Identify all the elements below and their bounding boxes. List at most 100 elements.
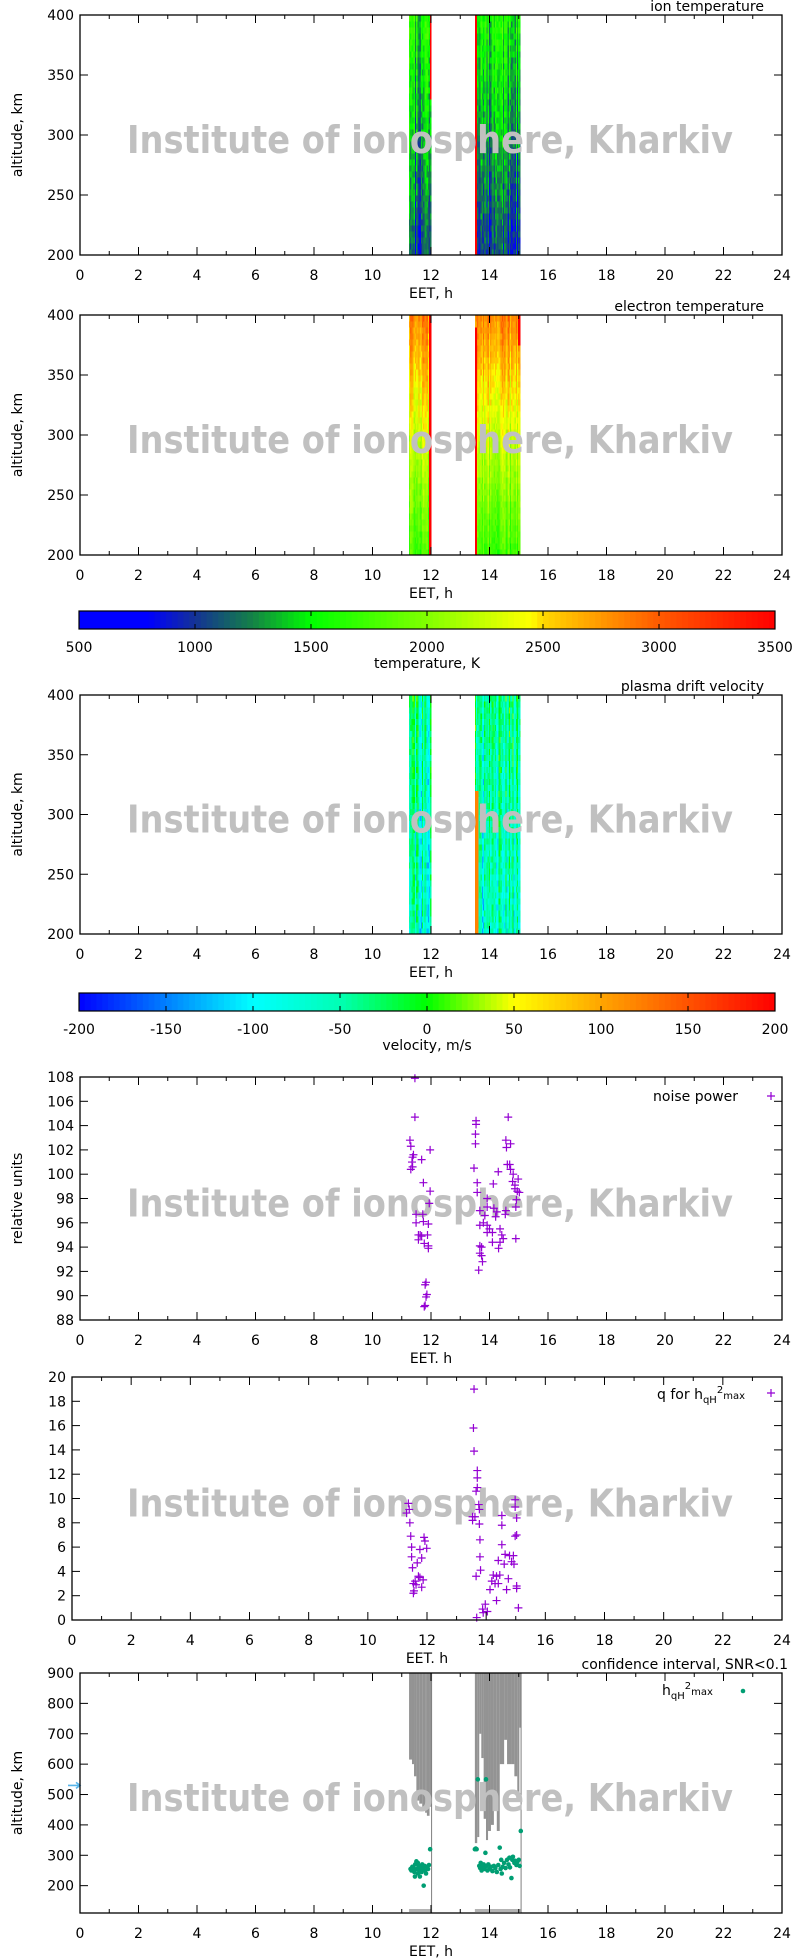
heatmap-cell — [506, 171, 508, 178]
heatmap-cell — [477, 507, 479, 514]
heatmap-cell — [487, 243, 490, 250]
heatmap-cell — [425, 57, 427, 64]
heatmap-cell — [490, 69, 492, 76]
heatmap-cell — [511, 423, 513, 430]
heatmap-cell — [519, 141, 521, 148]
heatmap-cell — [505, 477, 507, 484]
heatmap-cell — [413, 892, 416, 899]
heatmap-cell — [512, 135, 514, 142]
heatmap-cell — [518, 339, 520, 346]
heatmap-cell — [416, 381, 418, 388]
heatmap-cell — [504, 381, 506, 388]
heatmap-cell — [495, 471, 498, 478]
heatmap-cell — [409, 748, 411, 756]
heatmap-cell — [479, 87, 482, 94]
heatmap-cell — [409, 471, 411, 478]
heatmap-cell — [412, 814, 415, 821]
heatmap-cell — [512, 189, 514, 196]
heatmap-cell — [497, 249, 499, 256]
heatmap-cell — [519, 189, 521, 196]
heatmap-cell — [498, 111, 500, 118]
heatmap-cell — [410, 243, 412, 250]
heatmap-cell — [494, 111, 497, 118]
heatmap-cell — [412, 483, 415, 490]
heatmap-cell — [510, 51, 512, 58]
heatmap-cell — [493, 63, 496, 70]
heatmap-cell — [513, 429, 515, 436]
heatmap-cell — [484, 429, 486, 436]
heatmap-cell — [481, 543, 484, 550]
heatmap-cell — [481, 183, 484, 190]
heatmap-cell — [413, 802, 416, 809]
heatmap-cell — [507, 201, 510, 208]
heatmap-cell — [503, 459, 505, 466]
heatmap-cell — [478, 207, 480, 214]
heatmap-cell — [492, 441, 494, 448]
heatmap-cell — [429, 399, 431, 406]
heatmap-cell — [478, 477, 480, 484]
heatmap-cell — [505, 363, 507, 370]
heatmap-cell — [480, 165, 483, 172]
heatmap-cell — [506, 465, 508, 472]
heatmap-cell — [495, 525, 498, 532]
heatmap-cell — [517, 111, 519, 118]
heatmap-cell — [413, 453, 416, 460]
heatmap-cell — [492, 489, 494, 496]
heatmap-cell — [483, 327, 485, 334]
heatmap-cell — [480, 75, 483, 82]
heatmap-cell — [409, 850, 411, 857]
heatmap-cell — [514, 195, 517, 202]
heatmap-cell — [507, 27, 510, 34]
heatmap-cell — [481, 357, 484, 364]
heatmap-cell — [474, 123, 477, 130]
heatmap-cell — [429, 123, 431, 130]
heatmap-cell — [412, 27, 415, 34]
heatmap-cell — [424, 381, 426, 388]
heatmap-cell — [484, 141, 486, 148]
heatmap-cell — [413, 471, 416, 478]
heatmap-cell — [490, 183, 492, 190]
heatmap-cell — [515, 63, 518, 70]
heatmap-cell — [483, 129, 485, 136]
heatmap-cell — [495, 327, 498, 334]
heatmap-cell — [417, 51, 419, 58]
heatmap-cell — [487, 21, 490, 28]
heatmap-cell — [501, 45, 504, 52]
heatmap-cell — [500, 81, 503, 88]
heatmap-cell — [512, 177, 514, 184]
heatmap-cell — [508, 471, 511, 478]
heatmap-cell — [484, 237, 486, 244]
heatmap-cell — [487, 453, 490, 460]
heatmap-cell — [414, 141, 417, 148]
heatmap-cell — [412, 429, 415, 436]
heatmap-cell — [420, 231, 423, 238]
heatmap-cell — [487, 369, 490, 376]
heatmap-cell — [490, 315, 492, 322]
heatmap-cell — [505, 81, 507, 88]
heatmap-cell — [504, 135, 506, 142]
heatmap-cell — [498, 201, 500, 208]
heatmap-cell — [508, 189, 511, 196]
heatmap-cell — [513, 135, 515, 142]
heatmap-cell — [483, 75, 485, 82]
heatmap-cell — [430, 399, 432, 406]
heatmap-cell — [479, 249, 482, 256]
heatmap-cell — [494, 483, 497, 490]
heatmap-cell — [476, 183, 478, 190]
heatmap-cell — [425, 195, 427, 202]
heatmap-cell — [503, 357, 505, 364]
heatmap-cell — [512, 525, 514, 532]
heatmap-cell — [419, 519, 422, 526]
heatmap-cell — [506, 117, 508, 124]
heatmap-cell — [430, 93, 432, 100]
heatmap-cell — [481, 531, 484, 538]
heatmap-cell — [413, 177, 416, 184]
heatmap-cell — [519, 249, 521, 256]
heatmap-cell — [411, 519, 413, 526]
heatmap-cell — [411, 405, 413, 412]
heatmap-cell — [491, 477, 493, 484]
heatmap-cell — [494, 351, 497, 358]
heatmap-cell — [511, 45, 513, 52]
heatmap-cell — [492, 477, 494, 484]
heatmap-cell — [474, 81, 477, 88]
